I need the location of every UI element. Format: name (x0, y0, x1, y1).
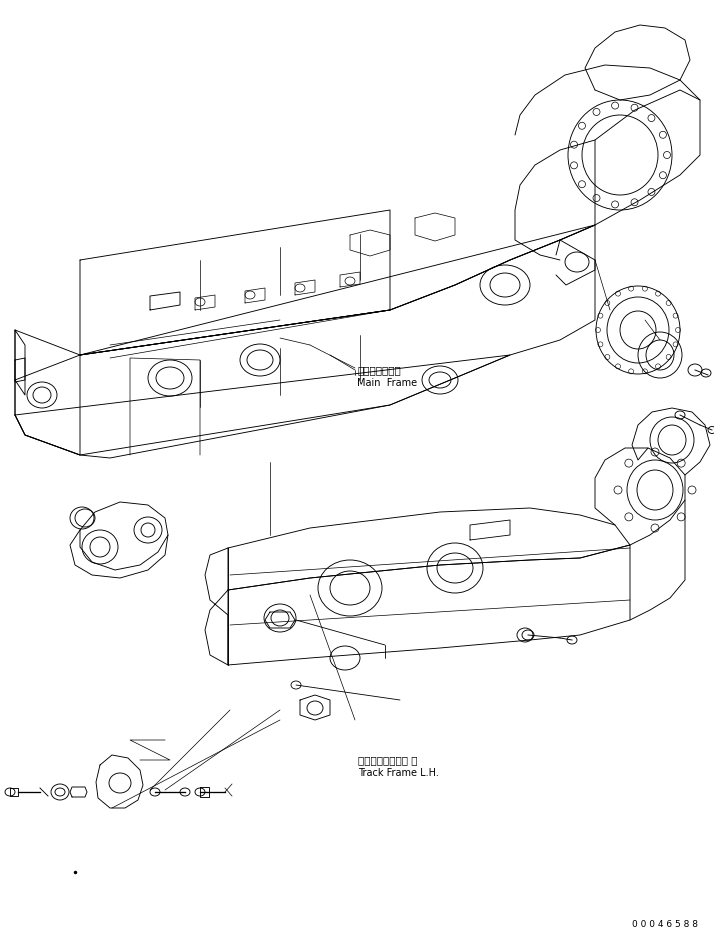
Text: メインフレーム: メインフレーム (357, 365, 401, 375)
Text: Track Frame L.H.: Track Frame L.H. (358, 768, 439, 778)
Text: 0 0 0 4 6 5 8 8: 0 0 0 4 6 5 8 8 (632, 920, 698, 929)
Text: Main  Frame: Main Frame (357, 378, 417, 388)
Text: トラックフレーム 左: トラックフレーム 左 (358, 755, 418, 765)
